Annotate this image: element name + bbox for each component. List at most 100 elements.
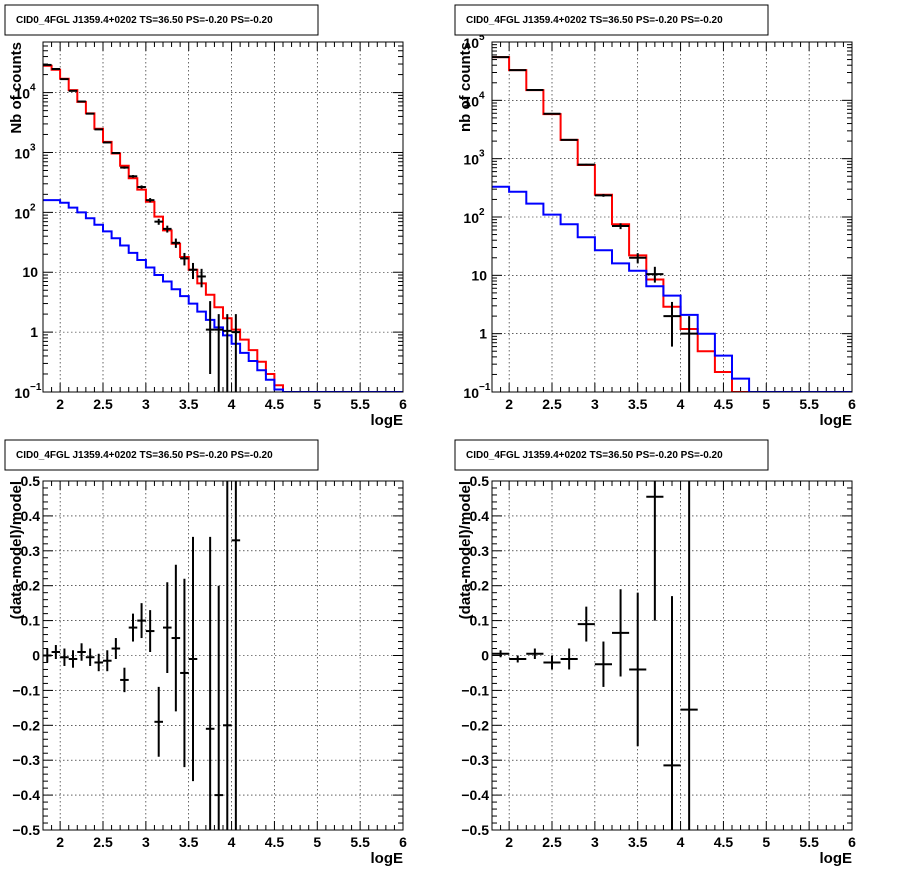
title-box [4, 439, 319, 471]
data-point [51, 645, 61, 659]
chart-panel-3: 2 2.5 3 3.5 4 4.5 5 5.5 6 −0.5 −0.4 −0.3 −0.2 −0.1 0 0.… [4, 439, 407, 867]
y-tick-label: 0.1 [470, 613, 490, 629]
data-point [560, 648, 578, 670]
y-tick-label: −0.3 [12, 752, 40, 768]
y-tick-label: −0.2 [12, 717, 40, 733]
data-point [111, 152, 121, 155]
x-tick-label: 4.5 [265, 834, 285, 850]
y-tick-label-exponent: 3 [479, 149, 485, 160]
data-point [137, 185, 146, 189]
x-axis-title: logE [820, 850, 853, 867]
data-point [180, 578, 189, 768]
series-line-2 [492, 185, 852, 392]
data-point [85, 648, 95, 666]
x-axis-title: logE [371, 412, 404, 429]
y-tick-label: 0.2 [21, 578, 41, 594]
y-tick-label: 0 [481, 648, 489, 664]
data-point [629, 592, 647, 747]
y-axis-title: (data-model)/model [457, 481, 474, 619]
x-tick-label: 2 [505, 396, 513, 412]
chart-title: CID0_4FGL J1359.4+0202 TS=36.50 PS=-0.20… [16, 15, 273, 26]
y-tick-label: 10 [14, 145, 30, 161]
data-point [205, 536, 215, 830]
data-point [646, 481, 664, 621]
y-tick-label: 0.3 [470, 543, 490, 559]
y-tick-label: 0.5 [21, 473, 41, 489]
x-tick-label: 2.5 [542, 396, 562, 412]
x-tick-label: 4 [228, 834, 236, 850]
data-point [509, 655, 527, 663]
data-point [197, 268, 206, 288]
x-tick-label: 5.5 [350, 396, 370, 412]
data-point [128, 613, 138, 642]
data-point [214, 314, 223, 392]
x-tick-label: 4.5 [714, 834, 734, 850]
x-axis-title: logE [820, 412, 853, 429]
data-point [68, 89, 78, 92]
y-tick-label: 0.4 [470, 508, 490, 524]
data-point [594, 641, 612, 687]
y-tick-label: 10 [463, 93, 479, 109]
y-tick-label: 10 [14, 205, 30, 221]
x-tick-label: 6 [399, 396, 407, 412]
x-tick-label: 6 [399, 834, 407, 850]
plot-frame [491, 480, 853, 831]
data-point [85, 112, 95, 115]
chart-title: CID0_4FGL J1359.4+0202 TS=36.50 PS=-0.20… [16, 450, 273, 461]
data-point [629, 253, 647, 264]
plot-area [492, 481, 698, 830]
data-point [205, 301, 215, 374]
x-tick-label: 2.5 [542, 834, 562, 850]
data-point [120, 667, 129, 693]
series-line-2 [43, 199, 403, 392]
x-tick-label: 3.5 [628, 396, 648, 412]
y-tick-label-exponent: 3 [30, 142, 36, 153]
x-tick-label: 3 [142, 834, 150, 850]
y-tick-label-exponent: 4 [479, 90, 485, 101]
y-tick-label-exponent: 2 [30, 202, 36, 213]
x-tick-label: 2 [505, 834, 513, 850]
y-tick-label: 10 [471, 267, 487, 283]
x-tick-label: 5.5 [799, 834, 819, 850]
y-tick-label: −0.5 [461, 822, 489, 838]
y-tick-label: 10 [463, 385, 479, 401]
data-point [188, 262, 198, 280]
y-tick-label: −0.4 [12, 787, 40, 803]
x-tick-label: 3 [591, 396, 599, 412]
data-point [137, 603, 146, 639]
data-point [163, 582, 172, 673]
data-point [680, 481, 698, 830]
chart-title: CID0_4FGL J1359.4+0202 TS=36.50 PS=-0.20… [466, 15, 723, 26]
x-tick-label: 6 [848, 396, 856, 412]
y-tick-label: −0.5 [12, 822, 40, 838]
x-tick-label: 6 [848, 834, 856, 850]
x-tick-label: 4.5 [265, 396, 285, 412]
x-tick-label: 4 [677, 396, 685, 412]
y-tick-label: 0 [32, 648, 40, 664]
data-point [214, 585, 223, 830]
x-tick-label: 3 [591, 834, 599, 850]
data-point [612, 589, 630, 677]
y-tick-label: 10 [14, 86, 30, 102]
data-point [77, 643, 86, 661]
x-tick-label: 5.5 [350, 834, 370, 850]
y-tick-label-exponent: 4 [30, 83, 36, 94]
data-point [663, 596, 681, 830]
series-line-1 [43, 64, 403, 392]
data-point [223, 481, 232, 830]
title-box [4, 4, 319, 36]
data-point [577, 163, 595, 166]
data-point [60, 648, 69, 666]
y-tick-label: −0.2 [461, 717, 489, 733]
plot-frame [42, 480, 404, 831]
x-tick-label: 4 [677, 834, 685, 850]
y-tick-label: 0.3 [21, 543, 41, 559]
data-point [594, 193, 612, 197]
data-point [646, 266, 664, 283]
data-point [171, 238, 181, 248]
data-point [526, 648, 544, 659]
y-tick-label: 10 [463, 210, 479, 226]
plot-area [43, 481, 241, 830]
y-axis-title: (data-model)/model [8, 481, 25, 619]
x-tick-label: 2 [56, 396, 64, 412]
